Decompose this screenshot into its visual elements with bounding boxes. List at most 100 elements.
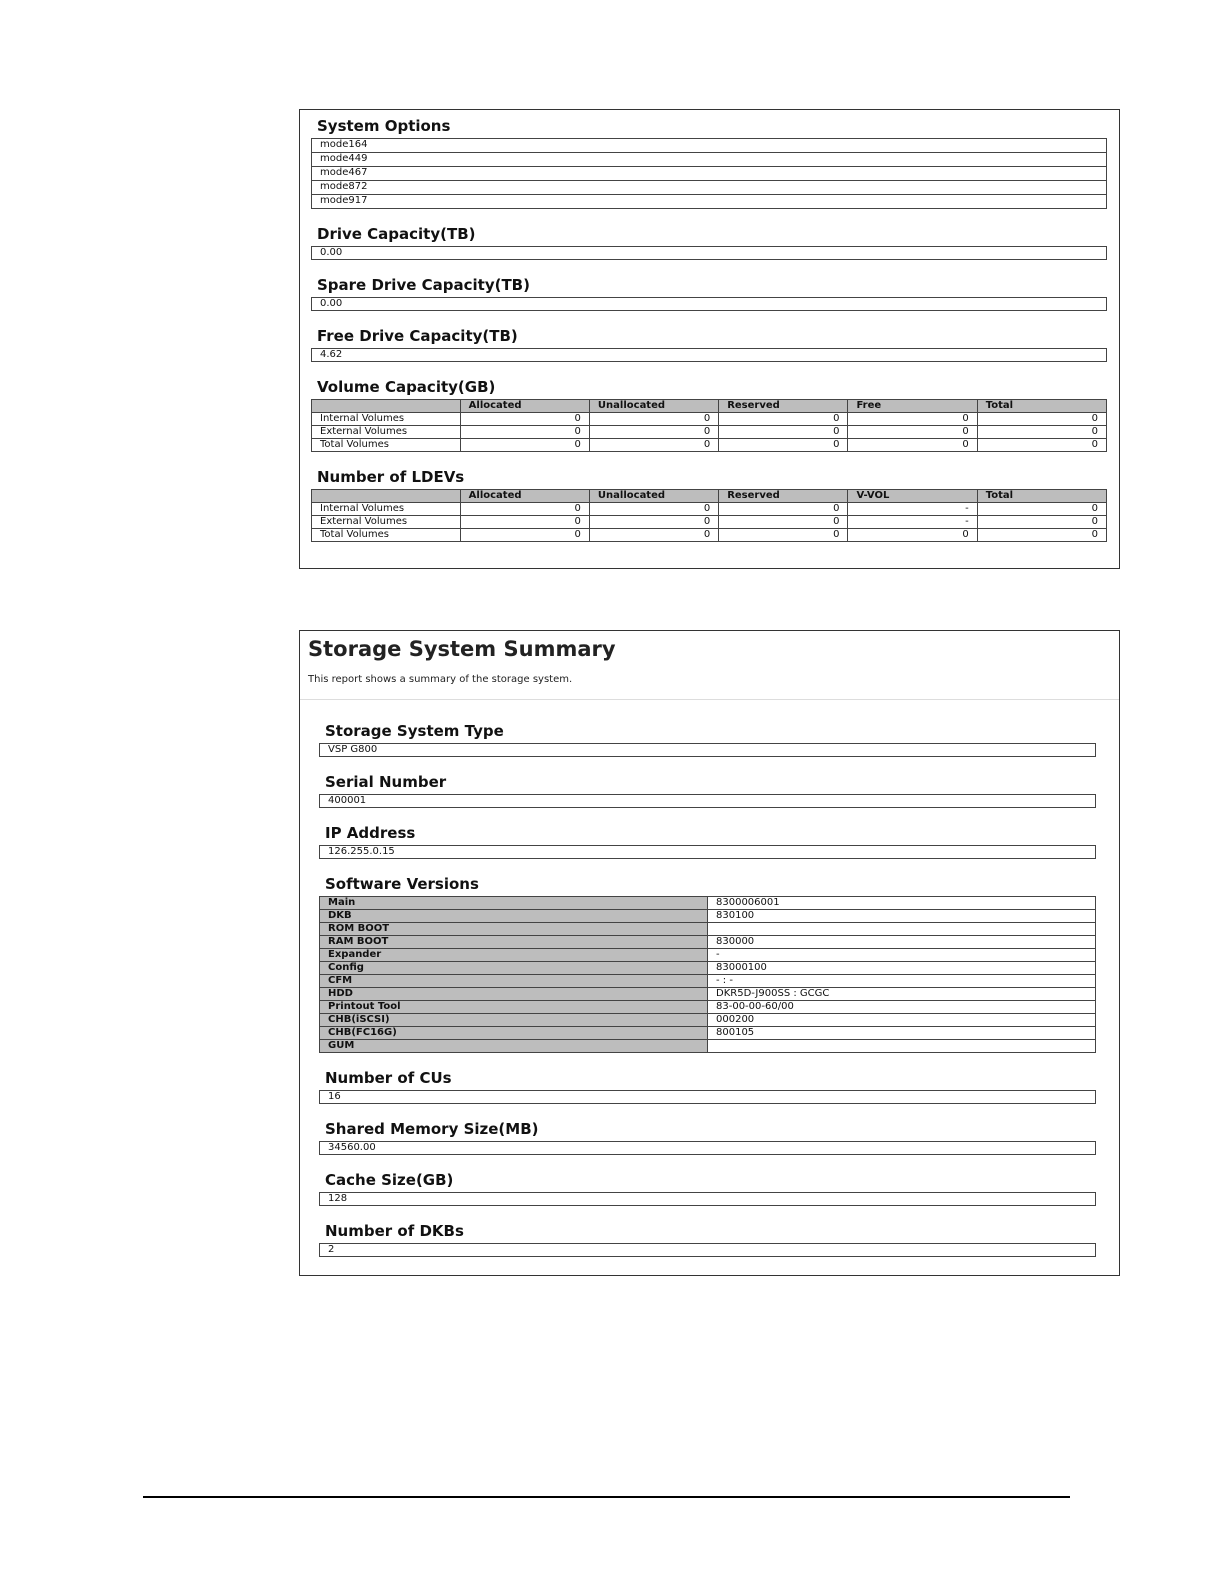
version-value: 8300006001 [707,896,1096,910]
list-item: mode872 [312,180,1106,194]
section-heading: Number of LDEVs [317,468,465,486]
data-table: Allocated Unallocated Reserved V-VOL Total In… [311,489,1108,542]
value-cell: 0 [718,502,849,516]
value-cell: 0 [718,425,849,439]
value-cell: 0 [847,438,978,452]
section: System Options mode164 mode449 mode467 mode8… [311,114,1107,209]
value-cell: 0 [459,412,590,426]
value-box: 2 [319,1243,1096,1257]
data-table: Allocated Unallocated Reserved Free Total Int… [311,399,1108,452]
table-row: Internal Volumes 0 0 0 0 0 [311,412,1108,426]
version-row: ROM BOOT [319,922,1096,936]
section-heading: Number of DKBs [325,1222,464,1240]
value-cell: 0 [976,425,1108,439]
version-row: CHB(FC16G) 800105 [319,1026,1096,1040]
version-row: RAM BOOT 830000 [319,935,1096,949]
header-cell [311,489,461,503]
header-cell: Reserved [718,489,849,503]
value-box: VSP G800 [319,743,1096,757]
row-label: Internal Volumes [311,412,461,426]
section-heading: Free Drive Capacity(TB) [317,327,518,345]
row-label: External Volumes [311,425,461,439]
version-name: CFM [319,974,708,988]
section: Storage System Type VSP G800 [319,719,1096,757]
version-row: DKB 830100 [319,909,1096,923]
section: Number of CUs 16 [319,1066,1096,1104]
table-row: Total Volumes 0 0 0 0 0 [311,528,1108,542]
version-name: HDD [319,987,708,1001]
header-cell: Unallocated [588,399,720,413]
summary-description: This report shows a summary of the stora… [308,674,573,685]
version-value: 800105 [707,1026,1096,1040]
value-box: 126.255.0.15 [319,845,1096,859]
version-row: CFM - : - [319,974,1096,988]
section: Free Drive Capacity(TB) 4.62 [311,324,1107,362]
header-row: Allocated Unallocated Reserved V-VOL Total [311,489,1108,503]
value-cell: 0 [976,528,1108,542]
value-cell: 0 [588,502,720,516]
value-cell: 0 [459,438,590,452]
row-label: Total Volumes [311,438,461,452]
header-cell: Free [847,399,978,413]
version-row: HDD DKR5D-J900SS : GCGC [319,987,1096,1001]
version-row: Main 8300006001 [319,896,1096,910]
table-row: External Volumes 0 0 0 0 0 [311,425,1108,439]
header-cell: Total [976,489,1108,503]
summary-panel: Storage System Summary This report shows… [299,630,1120,1276]
value-box: 34560.00 [319,1141,1096,1155]
section-heading: Cache Size(GB) [325,1171,454,1189]
section-heading: Storage System Type [325,722,504,740]
value-cell: 0 [588,425,720,439]
value-cell: 0 [976,502,1108,516]
section-heading: System Options [317,117,451,135]
value-cell: 0 [588,438,720,452]
value-cell: 0 [976,438,1108,452]
version-row: Expander - [319,948,1096,962]
summary-body: Storage System Type VSP G800 Serial Number… [300,700,1119,1257]
section-heading: Shared Memory Size(MB) [325,1120,539,1138]
section-heading: IP Address [325,824,416,842]
version-name: Main [319,896,708,910]
version-name: GUM [319,1039,708,1053]
version-value: 83-00-00-60/00 [707,1000,1096,1014]
header-cell: V-VOL [847,489,978,503]
version-name: DKB [319,909,708,923]
table-row: Total Volumes 0 0 0 0 0 [311,438,1108,452]
version-table: Main 8300006001 DKB 830100 ROM BOOT RAM BOOT 8… [319,896,1096,1053]
value-cell: 0 [459,515,590,529]
section: Spare Drive Capacity(TB) 0.00 [311,273,1107,311]
section: Cache Size(GB) 128 [319,1168,1096,1206]
version-value: 000200 [707,1013,1096,1027]
row-label: Total Volumes [311,528,461,542]
header-cell [311,399,461,413]
version-value: - : - [707,974,1096,988]
value-cell: 0 [847,412,978,426]
section-heading: Spare Drive Capacity(TB) [317,276,530,294]
header-row: Allocated Unallocated Reserved Free Total [311,399,1108,413]
version-name: Printout Tool [319,1000,708,1014]
value-box: 400001 [319,794,1096,808]
value-box: 4.62 [311,348,1107,362]
version-name: CHB(FC16G) [319,1026,708,1040]
table-row: External Volumes 0 0 0-0 [311,515,1108,529]
version-name: Config [319,961,708,975]
version-row: Config 83000100 [319,961,1096,975]
value-cell: 0 [976,515,1108,529]
value-cell: 0 [847,425,978,439]
summary-header: Storage System Summary This report shows… [300,631,1119,700]
value-box: 0.00 [311,297,1107,311]
options-panel: System Options mode164 mode449 mode467 mode8… [299,109,1120,569]
table-row: Internal Volumes 0 0 0-0 [311,502,1108,516]
value-box: 128 [319,1192,1096,1206]
value-cell: 0 [976,412,1108,426]
value-box: 16 [319,1090,1096,1104]
section: Number of LDEVs Allocated Unallocated Reser… [311,465,1108,542]
header-cell: Allocated [459,489,590,503]
version-value: DKR5D-J900SS : GCGC [707,987,1096,1001]
section-heading: Volume Capacity(GB) [317,378,496,396]
value-cell: 0 [588,528,720,542]
section-heading: Drive Capacity(TB) [317,225,476,243]
list-item: mode917 [312,194,1106,208]
value-cell: 0 [847,528,978,542]
list-box: mode164 mode449 mode467 mode872 mode917 [311,138,1107,209]
